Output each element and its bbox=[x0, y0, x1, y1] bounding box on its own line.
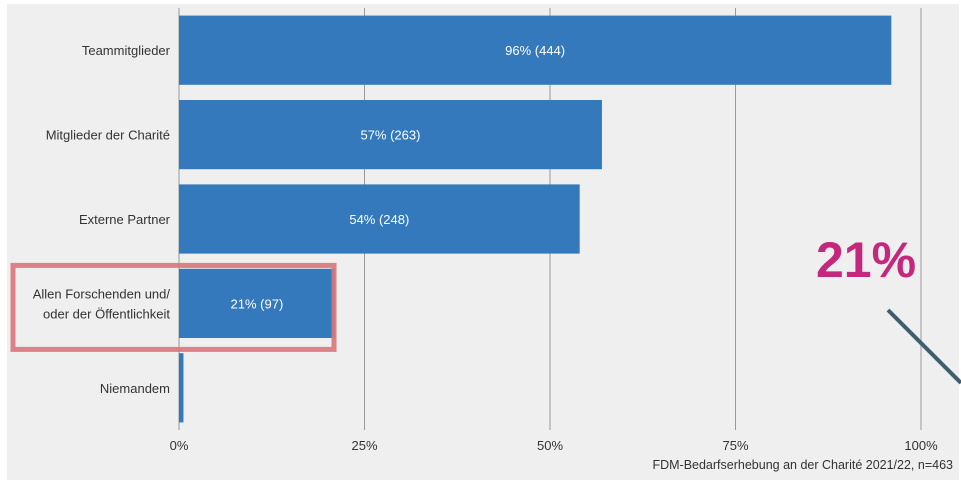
x-tick-label: 75% bbox=[722, 438, 748, 453]
highlight-box bbox=[10, 262, 337, 352]
bar-value-label: 96% (444) bbox=[505, 43, 565, 58]
bar bbox=[179, 353, 184, 423]
callout-percentage: 21% bbox=[816, 232, 916, 288]
bar-value-label: 54% (248) bbox=[349, 212, 409, 227]
category-label: Teammitglieder bbox=[82, 43, 171, 58]
x-tick-label: 0% bbox=[170, 438, 189, 453]
bar bbox=[179, 15, 892, 85]
category-label: Niemandem bbox=[100, 381, 170, 396]
source-note: FDM-Bedarfserhebung an der Charité 2021/… bbox=[652, 458, 953, 472]
category-label: Allen Forschenden und/oder der Öffentlic… bbox=[33, 286, 171, 321]
bar bbox=[179, 99, 602, 170]
bars: 96% (444) 57% (263) 54% (248) 21% (97) bbox=[179, 15, 892, 423]
bar bbox=[179, 184, 580, 254]
x-tick-label: 25% bbox=[351, 438, 377, 453]
bar-value-label: 21% (97) bbox=[231, 296, 284, 311]
category-label: Externe Partner bbox=[79, 212, 171, 227]
bar-value-label: 57% (263) bbox=[360, 128, 420, 143]
x-axis-tick-labels: 0% 25% 50% 75% 100% bbox=[170, 438, 938, 453]
bar bbox=[179, 268, 335, 339]
callout-pointer-line bbox=[886, 308, 961, 385]
category-labels: Teammitglieder Mitglieder der Charité Exte… bbox=[33, 43, 171, 396]
x-tick-label: 50% bbox=[537, 438, 563, 453]
x-tick-label: 100% bbox=[904, 438, 938, 453]
category-label: Mitglieder der Charité bbox=[46, 128, 170, 143]
